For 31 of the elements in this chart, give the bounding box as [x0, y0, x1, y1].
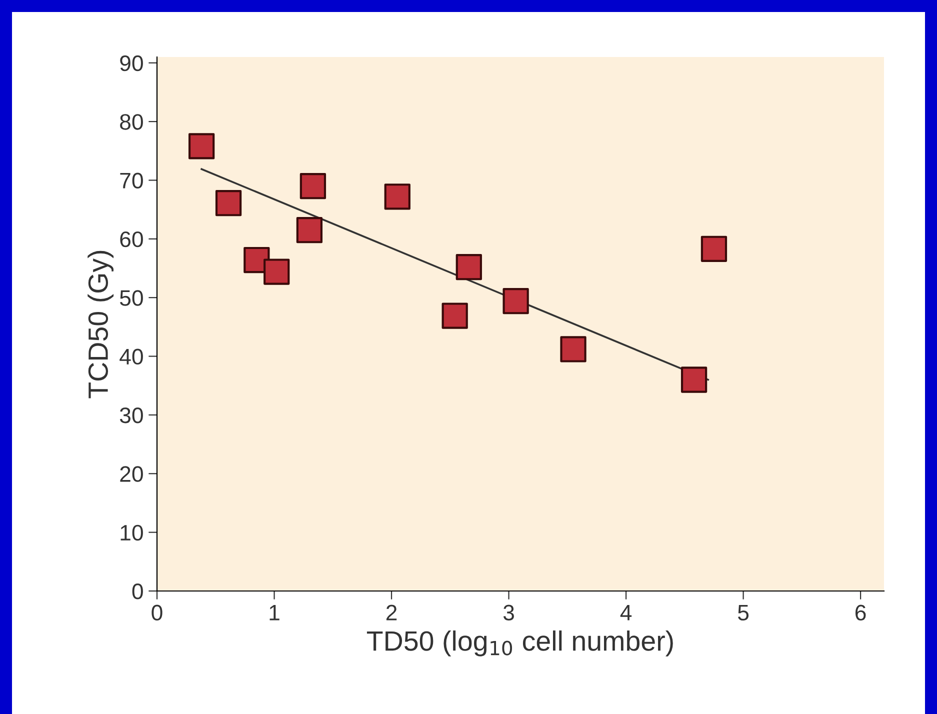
x-axis-title: TD50 (log$_{10}$ cell number)	[366, 630, 673, 656]
y-tick-label: 70	[120, 172, 143, 188]
point	[384, 184, 410, 210]
y-tick-label: 10	[120, 524, 143, 541]
x-tick-label: 3	[503, 604, 514, 621]
y-tick-label: 90	[120, 55, 143, 72]
point	[300, 173, 326, 200]
x-tick-label: 4	[620, 605, 632, 620]
point	[188, 133, 215, 160]
y-tick-label: 20	[120, 466, 143, 482]
point	[264, 258, 290, 285]
y-tick-label: 40	[120, 348, 143, 365]
x-tick-label: 6	[856, 604, 866, 621]
point	[502, 288, 529, 314]
point	[680, 366, 708, 393]
y-tick-label: 0	[132, 584, 143, 600]
point	[442, 302, 468, 329]
x-tick-label: 2	[386, 604, 397, 620]
point	[560, 336, 586, 362]
point	[456, 254, 482, 280]
y-tick-label: 60	[120, 231, 143, 248]
point	[296, 217, 323, 244]
y-tick-label: 30	[120, 407, 143, 424]
y-tick-label: 80	[120, 114, 143, 130]
point	[215, 190, 242, 216]
y-axis-title: TCD50 (Gy)	[88, 250, 114, 398]
x-tick-label: 5	[738, 605, 749, 621]
point	[700, 236, 728, 262]
x-tick-label: 1	[270, 605, 280, 620]
x-tick-label: 0	[152, 604, 162, 621]
y-tick-label: 50	[120, 290, 143, 306]
